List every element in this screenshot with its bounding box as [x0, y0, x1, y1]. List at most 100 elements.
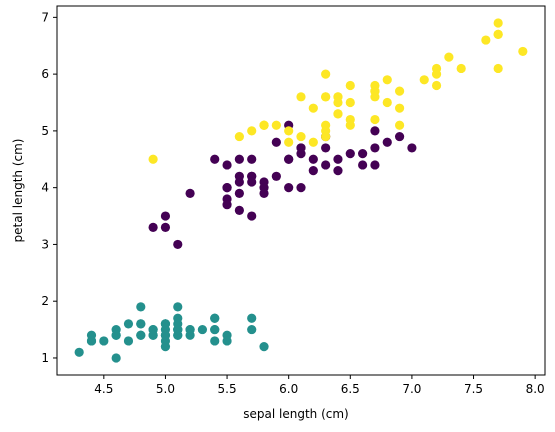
data-point	[308, 166, 318, 176]
data-point	[111, 330, 121, 340]
data-point	[247, 154, 257, 164]
data-point	[431, 80, 442, 91]
data-point	[210, 336, 220, 346]
data-point	[123, 336, 134, 346]
data-point	[370, 114, 380, 125]
y-tick-label: 6	[41, 67, 49, 81]
y-tick-label: 2	[41, 294, 49, 308]
data-point	[185, 188, 195, 198]
data-point	[136, 319, 146, 329]
y-axis-ticks: 1 2 3 4 5 6 7	[41, 10, 57, 365]
y-tick-label: 7	[41, 10, 49, 24]
data-point	[345, 149, 355, 159]
data-point	[345, 80, 355, 91]
y-tick-label: 5	[41, 124, 49, 138]
data-point	[321, 69, 331, 79]
data-point	[358, 160, 368, 170]
data-point	[394, 103, 405, 113]
data-point	[419, 75, 429, 85]
x-tick-label: 6.5	[341, 382, 360, 396]
data-point	[358, 149, 368, 159]
data-point	[271, 120, 281, 130]
points-layer	[74, 18, 528, 363]
data-point	[333, 166, 343, 176]
data-point	[271, 137, 281, 147]
data-point	[222, 183, 232, 193]
data-point	[308, 154, 318, 164]
plot-frame	[56, 5, 546, 376]
data-point	[370, 160, 380, 170]
data-point	[148, 154, 158, 164]
data-point	[493, 29, 503, 39]
data-point	[259, 120, 269, 130]
x-tick-label: 7.0	[402, 382, 421, 396]
data-point	[136, 330, 146, 340]
data-point	[394, 131, 405, 142]
x-tick-label: 6.0	[279, 382, 298, 396]
data-point	[296, 131, 306, 142]
data-point	[284, 154, 294, 164]
data-point	[444, 52, 454, 62]
data-point	[345, 114, 355, 125]
data-point	[173, 239, 183, 250]
data-point	[185, 324, 195, 335]
data-point	[456, 63, 466, 74]
data-point	[382, 137, 392, 147]
data-point	[382, 75, 392, 85]
data-point	[148, 330, 158, 340]
data-point	[284, 137, 294, 147]
data-point	[407, 143, 417, 153]
data-point	[481, 35, 491, 45]
x-tick-label: 4.5	[94, 382, 113, 396]
data-point	[333, 154, 343, 164]
data-point	[210, 154, 220, 164]
data-point	[321, 143, 331, 153]
x-tick-label: 7.5	[464, 382, 483, 396]
data-point	[136, 302, 146, 312]
data-point	[296, 92, 306, 102]
data-point	[234, 131, 244, 142]
data-point	[111, 353, 121, 363]
data-point	[197, 324, 208, 335]
data-point	[74, 347, 84, 357]
data-point	[173, 319, 183, 329]
data-point	[321, 126, 331, 136]
data-point	[296, 183, 306, 193]
data-point	[333, 97, 343, 108]
data-point	[431, 69, 442, 79]
data-point	[234, 188, 244, 198]
data-point	[247, 313, 257, 323]
data-point	[296, 149, 306, 159]
data-point	[259, 342, 269, 352]
x-axis-ticks: 4.5 5.0 5.5 6.0 6.5 7.0 7.5 8.0	[94, 375, 545, 396]
data-point	[247, 177, 257, 187]
data-point	[394, 86, 405, 96]
data-point	[234, 154, 244, 164]
data-point	[148, 222, 158, 232]
data-point	[234, 205, 244, 215]
data-point	[247, 324, 257, 335]
data-point	[99, 336, 109, 346]
data-point	[222, 336, 232, 346]
data-point	[210, 324, 220, 335]
data-point	[308, 103, 318, 113]
y-tick-label: 4	[41, 181, 49, 195]
data-point	[370, 86, 380, 96]
data-point	[234, 171, 244, 181]
data-point	[321, 92, 331, 102]
y-tick-label: 3	[41, 237, 49, 251]
data-point	[259, 183, 269, 193]
data-point	[370, 126, 380, 136]
data-point	[271, 171, 281, 181]
data-point	[247, 211, 257, 221]
data-point	[333, 109, 343, 119]
data-point	[160, 330, 171, 340]
data-point	[394, 120, 405, 130]
x-axis-label: sepal length (cm)	[243, 407, 348, 421]
data-point	[123, 319, 134, 329]
data-point	[493, 18, 503, 28]
y-axis-label: petal length (cm)	[11, 139, 25, 243]
data-point	[518, 46, 528, 57]
y-tick-label: 1	[41, 351, 49, 365]
